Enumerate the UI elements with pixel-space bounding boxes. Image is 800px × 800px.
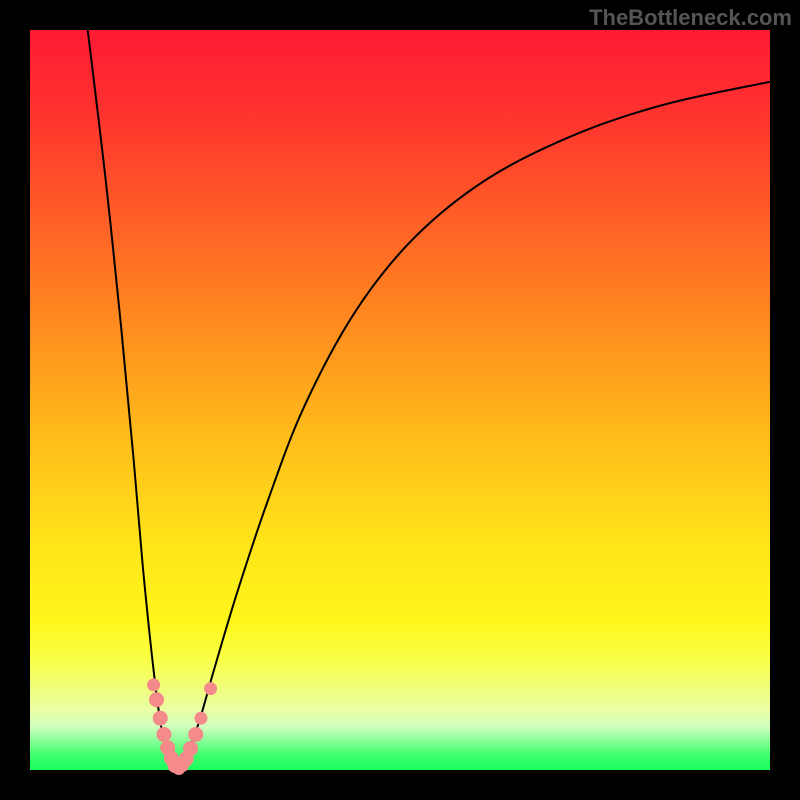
data-marker <box>189 727 203 741</box>
curve-layer <box>30 30 770 770</box>
data-marker <box>150 693 164 707</box>
bottleneck-curve <box>177 82 770 769</box>
plot-area <box>30 30 770 770</box>
chart-stage: TheBottleneck.com <box>0 0 800 800</box>
watermark-text: TheBottleneck.com <box>589 5 792 31</box>
bottleneck-curve <box>88 30 177 769</box>
data-marker <box>148 679 160 691</box>
data-marker <box>157 727 171 741</box>
data-marker <box>205 683 217 695</box>
data-marker <box>184 742 198 756</box>
data-marker <box>153 711 167 725</box>
data-marker <box>195 712 207 724</box>
